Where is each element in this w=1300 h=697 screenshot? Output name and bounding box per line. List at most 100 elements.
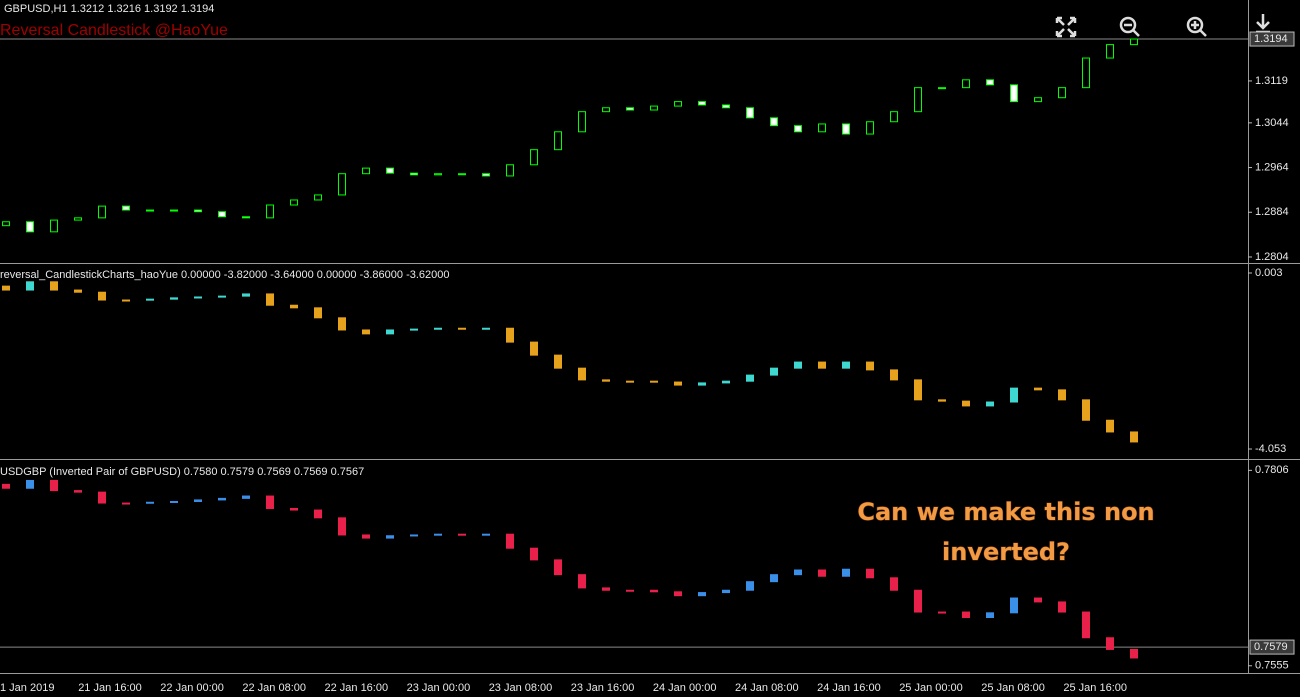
candle-body xyxy=(50,281,58,291)
chart-layer: 1.2804 1.2884 1.2964 1.3044 1.3119 1.3194 0.00… xyxy=(0,31,1295,694)
candle-body xyxy=(2,483,10,489)
candle-body xyxy=(434,533,442,536)
candle-body xyxy=(434,327,442,330)
current-price-label: 0.7579 xyxy=(1254,641,1288,653)
time-label: 22 Jan 08:00 xyxy=(242,682,306,694)
candle-body xyxy=(530,547,538,561)
candle-body xyxy=(1010,387,1018,403)
candle-body xyxy=(170,297,178,300)
zoom-out-button[interactable] xyxy=(1119,16,1140,37)
candle-body xyxy=(650,105,658,111)
y-tick-label: 1.2964 xyxy=(1255,161,1289,173)
y-tick-label: 1.2884 xyxy=(1255,206,1289,218)
time-label: 1 Jan 2019 xyxy=(0,682,54,694)
candle-body xyxy=(194,209,202,213)
candle-body xyxy=(314,509,322,519)
candle-body xyxy=(674,381,682,386)
candle-body xyxy=(482,327,490,330)
candle-body xyxy=(1034,97,1042,103)
candle-body xyxy=(626,589,634,592)
time-label: 22 Jan 16:00 xyxy=(324,682,388,694)
candle-body xyxy=(122,299,130,302)
y-tick-label: 1.2804 xyxy=(1255,251,1289,263)
candle-body xyxy=(218,211,226,218)
candle-body xyxy=(626,107,634,111)
candle-body xyxy=(794,569,802,576)
candle-body xyxy=(554,131,562,151)
candle-body xyxy=(506,164,514,177)
candle-body xyxy=(242,495,250,499)
candle-body xyxy=(674,591,682,597)
candle-body xyxy=(1058,389,1066,401)
annotation-line: Can we make this non xyxy=(857,498,1154,526)
candle-body xyxy=(866,568,874,579)
candle-body xyxy=(842,361,850,369)
candle-body xyxy=(578,111,586,133)
candle-body xyxy=(530,341,538,356)
candle-body xyxy=(554,354,562,369)
candle-body xyxy=(1106,44,1114,59)
candle-body xyxy=(434,173,442,176)
candle-body xyxy=(1082,399,1090,421)
candle-body xyxy=(794,361,802,369)
zoom-in-button[interactable] xyxy=(1186,16,1207,37)
candle-body xyxy=(698,592,706,597)
candle-body xyxy=(362,329,370,335)
candle-body xyxy=(362,167,370,175)
candle-body xyxy=(266,495,274,509)
candle-body xyxy=(962,400,970,407)
candle-body xyxy=(242,216,250,219)
time-label: 23 Jan 16:00 xyxy=(571,682,635,694)
current-price-box xyxy=(1249,31,1295,47)
time-label: 25 Jan 16:00 xyxy=(1063,682,1127,694)
candle-body xyxy=(602,379,610,382)
candle-body xyxy=(314,194,322,201)
candle-body xyxy=(146,501,154,504)
time-label: 24 Jan 08:00 xyxy=(735,682,799,694)
candle-body xyxy=(458,173,466,176)
candle-body xyxy=(362,534,370,539)
candle-body xyxy=(2,221,10,227)
candle-body xyxy=(1106,637,1114,650)
candle-body xyxy=(1010,84,1018,103)
candle-body xyxy=(482,533,490,536)
candle-body xyxy=(98,291,106,301)
time-label: 21 Jan 16:00 xyxy=(78,682,142,694)
candle-body xyxy=(506,327,514,343)
time-label: 24 Jan 00:00 xyxy=(653,682,717,694)
candle-body xyxy=(26,221,34,233)
current-price-label: 1.3194 xyxy=(1254,33,1288,45)
y-tick-label: 0.7806 xyxy=(1255,464,1289,476)
candle-body xyxy=(770,367,778,376)
candle-body xyxy=(1130,648,1138,659)
candle-body xyxy=(410,534,418,537)
candle-body xyxy=(50,219,58,233)
candle-body xyxy=(338,517,346,536)
candle-body xyxy=(26,479,34,489)
candle-body xyxy=(482,173,490,177)
candle-body xyxy=(986,401,994,407)
candle-body xyxy=(1082,611,1090,639)
candle-body xyxy=(458,533,466,536)
candle-body xyxy=(1082,57,1090,89)
candle-body xyxy=(914,589,922,613)
y-tick-label: 0.003 xyxy=(1255,267,1283,279)
candle-body xyxy=(338,173,346,196)
fullscreen-button[interactable] xyxy=(1055,16,1077,38)
candle-body xyxy=(458,327,466,330)
candle-body xyxy=(770,574,778,583)
candle-body xyxy=(986,79,994,86)
candle-body xyxy=(386,535,394,539)
candle-body xyxy=(74,217,82,221)
candle-body xyxy=(74,289,82,293)
annotation-line: inverted? xyxy=(942,538,1070,566)
candle-body xyxy=(650,380,658,383)
candle-body xyxy=(746,107,754,119)
candle-body xyxy=(98,491,106,504)
candle-body xyxy=(170,209,178,212)
candle-body xyxy=(170,500,178,503)
candle-body xyxy=(1034,597,1042,603)
candle-body xyxy=(146,298,154,301)
time-label: 23 Jan 00:00 xyxy=(407,682,471,694)
